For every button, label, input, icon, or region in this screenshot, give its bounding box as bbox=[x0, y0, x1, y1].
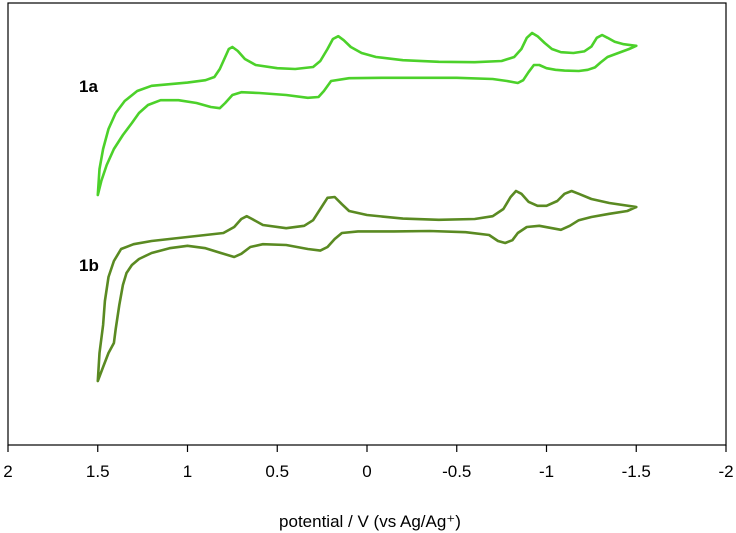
plot-frame bbox=[7, 2, 727, 446]
x-tick-label-5: -0.5 bbox=[442, 462, 471, 481]
x-axis-ticks bbox=[7, 445, 727, 452]
x-tick-label-1: 1.5 bbox=[86, 462, 110, 481]
series-trace-1b bbox=[96, 189, 638, 383]
x-tick-label-7: -1.5 bbox=[622, 462, 651, 481]
x-tick-label-6: -1 bbox=[539, 462, 554, 481]
x-tick-label-3: 0.5 bbox=[265, 462, 289, 481]
x-tick-label-2: 1 bbox=[183, 462, 192, 481]
x-tick-label-8: -2 bbox=[718, 462, 733, 481]
x-tick-label-0: 2 bbox=[3, 462, 12, 481]
x-tick-labels: 2 1.5 1 0.5 0 -0.5 -1 -1.5 -2 bbox=[3, 462, 733, 481]
x-tick-label-4: 0 bbox=[362, 462, 371, 481]
series-label-1a: 1a bbox=[79, 77, 98, 96]
series-trace-1a bbox=[96, 31, 638, 197]
x-axis-label: potential / V (vs Ag/Ag⁺) bbox=[279, 512, 461, 531]
traces bbox=[96, 31, 638, 383]
series-label-1b: 1b bbox=[79, 256, 99, 275]
